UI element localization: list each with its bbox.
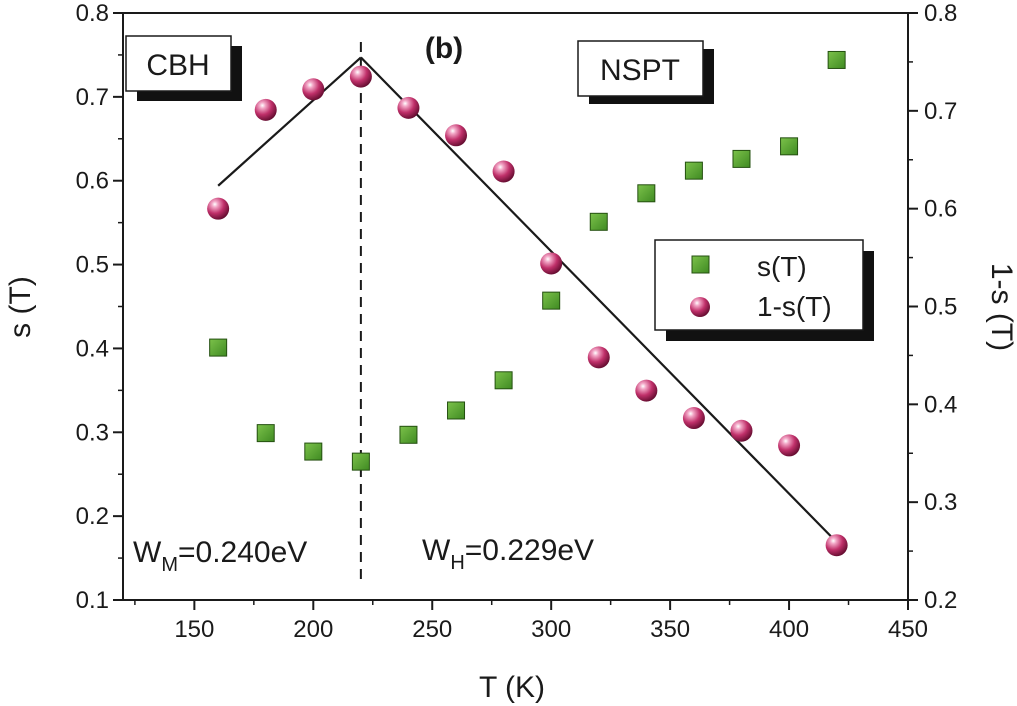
y-right-tick-label-0.8: 0.8 bbox=[924, 0, 957, 27]
data-markers bbox=[207, 50, 848, 557]
y-left-tick-label-0.3: 0.3 bbox=[76, 419, 109, 446]
x-tick-label-300: 300 bbox=[531, 616, 571, 643]
y-right-tick-label-0.3: 0.3 bbox=[924, 489, 957, 516]
cbh-label: CBH bbox=[146, 49, 209, 82]
x-tick-label-250: 250 bbox=[412, 616, 452, 643]
x-tick-label-450: 450 bbox=[888, 616, 928, 643]
s-point bbox=[827, 50, 846, 69]
y-left-tick-label-0.6: 0.6 bbox=[76, 168, 109, 195]
s-point bbox=[732, 149, 751, 168]
one-minus-s-point bbox=[635, 379, 658, 402]
fit-lines bbox=[217, 56, 838, 543]
wh-annotation: WH=0.229eV bbox=[422, 534, 594, 574]
nspt-box: NSPT bbox=[577, 40, 714, 104]
legend: s(T) 1-s(T) bbox=[654, 239, 874, 341]
y-left-tick-label-0.8: 0.8 bbox=[76, 0, 109, 27]
legend-label-1-s: 1-s(T) bbox=[757, 291, 832, 322]
wh-value: =0.229eV bbox=[465, 534, 594, 567]
s-point bbox=[304, 442, 323, 461]
one-minus-s-point bbox=[540, 252, 563, 275]
y-left-axis-title: s (T) bbox=[4, 276, 37, 338]
cbh-box: CBH bbox=[125, 35, 242, 101]
y-right-tick-label-0.7: 0.7 bbox=[924, 98, 957, 125]
one-minus-s-point bbox=[302, 78, 325, 101]
wh-main: W bbox=[422, 534, 451, 567]
s-point bbox=[542, 291, 561, 310]
nspt-label: NSPT bbox=[600, 54, 680, 87]
s-point bbox=[494, 371, 513, 390]
y-left-tick-label-0.4: 0.4 bbox=[76, 335, 109, 362]
y-right-tick-label-0.5: 0.5 bbox=[924, 294, 957, 321]
legend-square-marker bbox=[691, 255, 710, 274]
x-tick-label-200: 200 bbox=[293, 616, 333, 643]
fit-line-cbh bbox=[217, 56, 362, 187]
x-tick-label-150: 150 bbox=[174, 616, 214, 643]
y-right-tick-label-0.4: 0.4 bbox=[924, 391, 957, 418]
s-point bbox=[589, 212, 608, 231]
y-right-tick-label-0.2: 0.2 bbox=[924, 587, 957, 614]
legend-label-s: s(T) bbox=[757, 251, 807, 282]
y-left-tick-label-0.7: 0.7 bbox=[76, 84, 109, 111]
y-left-tick-label-0.5: 0.5 bbox=[76, 252, 109, 279]
one-minus-s-point bbox=[207, 197, 230, 220]
one-minus-s-point bbox=[254, 98, 277, 121]
s-point bbox=[209, 338, 228, 357]
s-point bbox=[447, 401, 466, 420]
one-minus-s-point bbox=[682, 407, 705, 430]
one-minus-s-point bbox=[397, 96, 420, 119]
wm-value: =0.240eV bbox=[178, 536, 307, 569]
y-left-tick-label-0.1: 0.1 bbox=[76, 587, 109, 614]
s-point bbox=[256, 424, 275, 443]
y-right-tick-label-0.6: 0.6 bbox=[924, 196, 957, 223]
wm-main: W bbox=[133, 536, 162, 569]
wm-sub: M bbox=[161, 554, 178, 576]
panel-label: (b) bbox=[425, 32, 463, 65]
x-tick-label-400: 400 bbox=[769, 616, 809, 643]
y-right-axis-title: 1-s (T) bbox=[985, 263, 1017, 351]
x-tick-label-350: 350 bbox=[650, 616, 690, 643]
s-point bbox=[684, 161, 703, 180]
s-point bbox=[351, 452, 370, 471]
one-minus-s-point bbox=[778, 434, 801, 457]
s-point bbox=[780, 137, 799, 156]
legend-sphere-marker bbox=[690, 297, 710, 317]
fit-line-nspt bbox=[360, 56, 838, 543]
axis-ticks: 150 200 250 300 350 400 450 0.1 0.2 0.3 0.4 0.5 0.6 0… bbox=[76, 0, 958, 643]
one-minus-s-point bbox=[492, 160, 515, 183]
one-minus-s-point bbox=[349, 65, 372, 88]
one-minus-s-point bbox=[445, 124, 468, 147]
wh-sub: H bbox=[450, 552, 464, 574]
y-left-tick-label-0.2: 0.2 bbox=[76, 503, 109, 530]
one-minus-s-point bbox=[587, 346, 610, 369]
one-minus-s-point bbox=[730, 419, 753, 442]
s-point bbox=[399, 425, 418, 444]
s-point bbox=[637, 184, 656, 203]
one-minus-s-point bbox=[825, 534, 848, 557]
wm-annotation: WM=0.240eV bbox=[133, 536, 307, 576]
x-axis-title: T (K) bbox=[479, 671, 545, 704]
